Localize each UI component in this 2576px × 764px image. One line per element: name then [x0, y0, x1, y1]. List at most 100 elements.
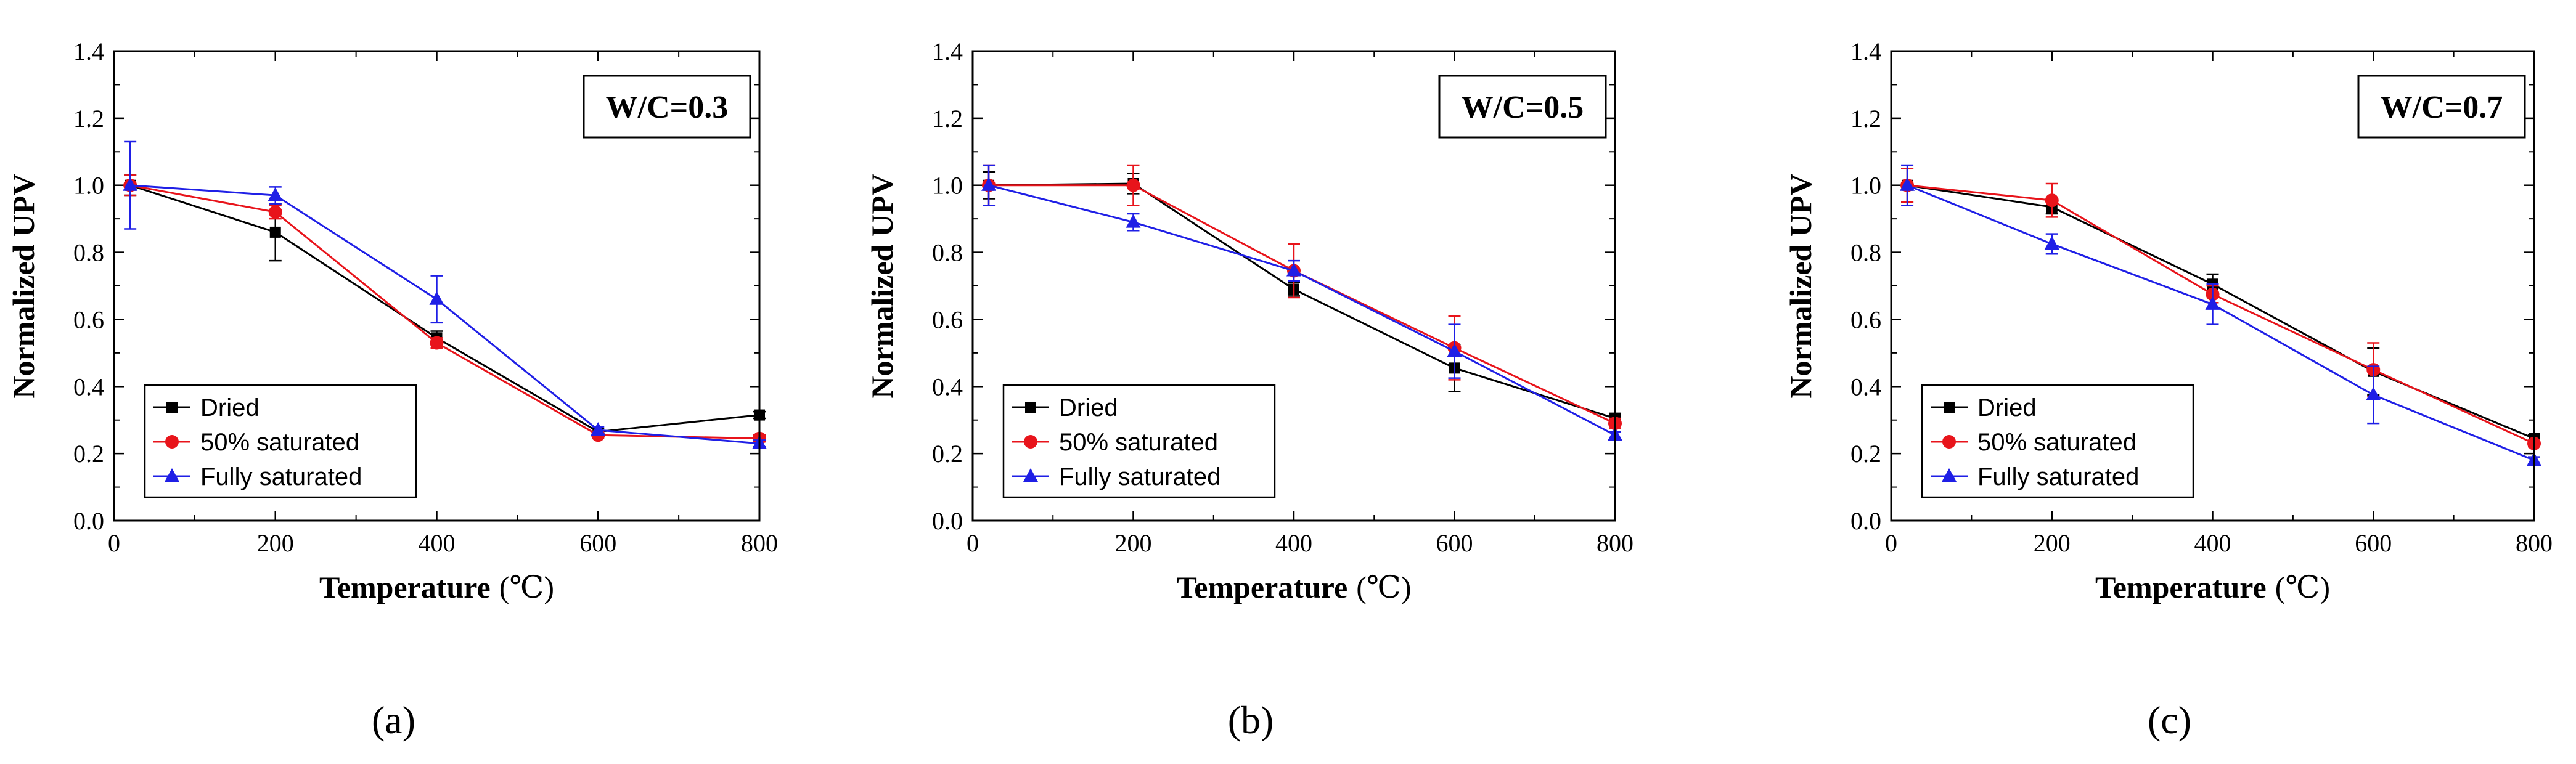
annotation-text: W/C=0.3 [606, 90, 729, 125]
data-point [1126, 178, 1140, 192]
y-tick-label: 0.4 [932, 373, 963, 400]
chart-panel-2: 0.0 0.2 0.4 0.6 0.8 1.0 1.2 1.4 0 200 400 600 800 W/C… [865, 38, 1634, 742]
y-tick-label: 0.0 [932, 507, 963, 535]
series-fully-saturated [1900, 164, 2541, 466]
x-axis-title-main: Temperature [1177, 570, 1348, 604]
x-tick-label: 200 [2034, 529, 2071, 557]
series-fully-saturated [123, 140, 767, 449]
data-point [1900, 177, 1915, 191]
panel-label: (a) [372, 698, 415, 742]
legend-label: Fully saturated [1059, 463, 1221, 490]
y-tick-label: 1.0 [932, 172, 963, 200]
legend-label: Dried [200, 394, 260, 421]
x-axis-title-main: Temperature [319, 570, 491, 604]
data-point [1126, 214, 1141, 228]
x-axis-title-unit: (℃) [2275, 570, 2330, 604]
data-point [123, 177, 138, 191]
legend-label: Dried [1977, 394, 2037, 421]
annotation-text: W/C=0.5 [1462, 90, 1584, 125]
plot-frame [971, 50, 1616, 522]
data-point [981, 177, 997, 191]
chart-panel-1: 0.0 0.2 0.4 0.6 0.8 1.0 1.2 1.4 0 200 400 600 800 W/C… [6, 38, 778, 742]
legend-label: Fully saturated [1977, 463, 2139, 490]
legend-label: Dried [1059, 394, 1118, 421]
y-tick-label: 1.2 [1850, 105, 1881, 132]
y-tick-label: 0.6 [1850, 306, 1881, 333]
x-tick-label: 400 [2194, 529, 2231, 557]
x-axis-title-unit: (℃) [499, 570, 554, 604]
x-tick-label: 600 [579, 529, 616, 557]
legend-marker [166, 402, 178, 413]
data-point [591, 422, 606, 436]
y-tick-label: 0.8 [1850, 239, 1881, 267]
legend-marker [1024, 435, 1037, 449]
legend-label: 50% saturated [200, 429, 359, 456]
y-tick-label: 0.6 [932, 306, 963, 333]
data-point [430, 336, 444, 350]
y-axis-title: Normalized UPV [6, 173, 41, 398]
plot-frame [113, 50, 761, 522]
y-tick-label: 0.4 [1850, 373, 1881, 400]
data-point [429, 291, 444, 305]
x-tick-label: 800 [2516, 529, 2553, 557]
y-tick-label: 0.0 [73, 507, 104, 535]
legend: Dried 50% saturated Fully saturated [1002, 384, 1276, 498]
annotation-box [2357, 75, 2526, 139]
x-tick-label: 200 [257, 529, 294, 557]
legend: Dried 50% saturated Fully saturated [144, 384, 417, 498]
data-point [269, 226, 281, 238]
y-axis-title: Normalized UPV [865, 173, 899, 398]
y-tick-label: 0.8 [73, 239, 104, 267]
x-axis-title: Temperature (℃) [1177, 570, 1412, 604]
legend: Dried 50% saturated Fully saturated [1921, 384, 2194, 498]
x-tick-label: 0 [108, 529, 120, 557]
x-tick-label: 0 [1885, 529, 1897, 557]
x-axis-title-unit: (℃) [1356, 570, 1411, 604]
y-tick-label: 1.4 [1850, 38, 1881, 65]
panel-label: (b) [1228, 698, 1274, 742]
y-tick-label: 1.4 [73, 38, 104, 65]
x-tick-label: 400 [419, 529, 456, 557]
y-tick-label: 0.6 [73, 306, 104, 333]
y-tick-label: 1.2 [73, 105, 104, 132]
legend-label: 50% saturated [1059, 429, 1218, 456]
x-tick-label: 200 [1115, 529, 1152, 557]
x-axis-title-main: Temperature [2095, 570, 2267, 604]
y-tick-label: 0.2 [932, 440, 963, 468]
plot-frame [1890, 50, 2535, 522]
y-tick-label: 0.4 [73, 373, 104, 400]
data-point [2366, 386, 2381, 400]
legend-label: 50% saturated [1977, 429, 2136, 456]
y-tick-label: 1.2 [932, 105, 963, 132]
data-point [2045, 193, 2059, 208]
chart-panel-3: 0.0 0.2 0.4 0.6 0.8 1.0 1.2 1.4 0 200 400 600 800 W/C… [1783, 38, 2553, 742]
data-point [2205, 296, 2220, 310]
data-point [268, 205, 282, 219]
legend-marker [1944, 402, 1955, 413]
annotation-box [1438, 75, 1607, 139]
panel-label: (c) [2148, 698, 2191, 742]
x-tick-label: 800 [1597, 529, 1634, 557]
x-axis-title: Temperature (℃) [319, 570, 554, 604]
legend-marker [1942, 435, 1956, 449]
legend-marker [1023, 468, 1038, 482]
y-tick-label: 1.0 [73, 172, 104, 200]
y-tick-label: 1.0 [1850, 172, 1881, 200]
legend-marker [165, 435, 179, 449]
legend-label: Fully saturated [200, 463, 362, 490]
annotation-text: W/C=0.7 [2381, 90, 2503, 125]
x-tick-label: 0 [967, 529, 979, 557]
y-tick-label: 0.8 [932, 239, 963, 267]
legend-marker [1025, 402, 1036, 413]
series-50-saturated [123, 174, 766, 445]
x-tick-label: 600 [2355, 529, 2392, 557]
y-axis-title: Normalized UPV [1783, 173, 1818, 398]
data-point [1447, 343, 1462, 357]
x-tick-label: 400 [1275, 529, 1312, 557]
series-line [989, 182, 1616, 420]
data-point [1286, 262, 1301, 277]
y-tick-label: 1.4 [932, 38, 963, 65]
legend-marker [1942, 468, 1957, 482]
annotation-box [583, 75, 751, 139]
